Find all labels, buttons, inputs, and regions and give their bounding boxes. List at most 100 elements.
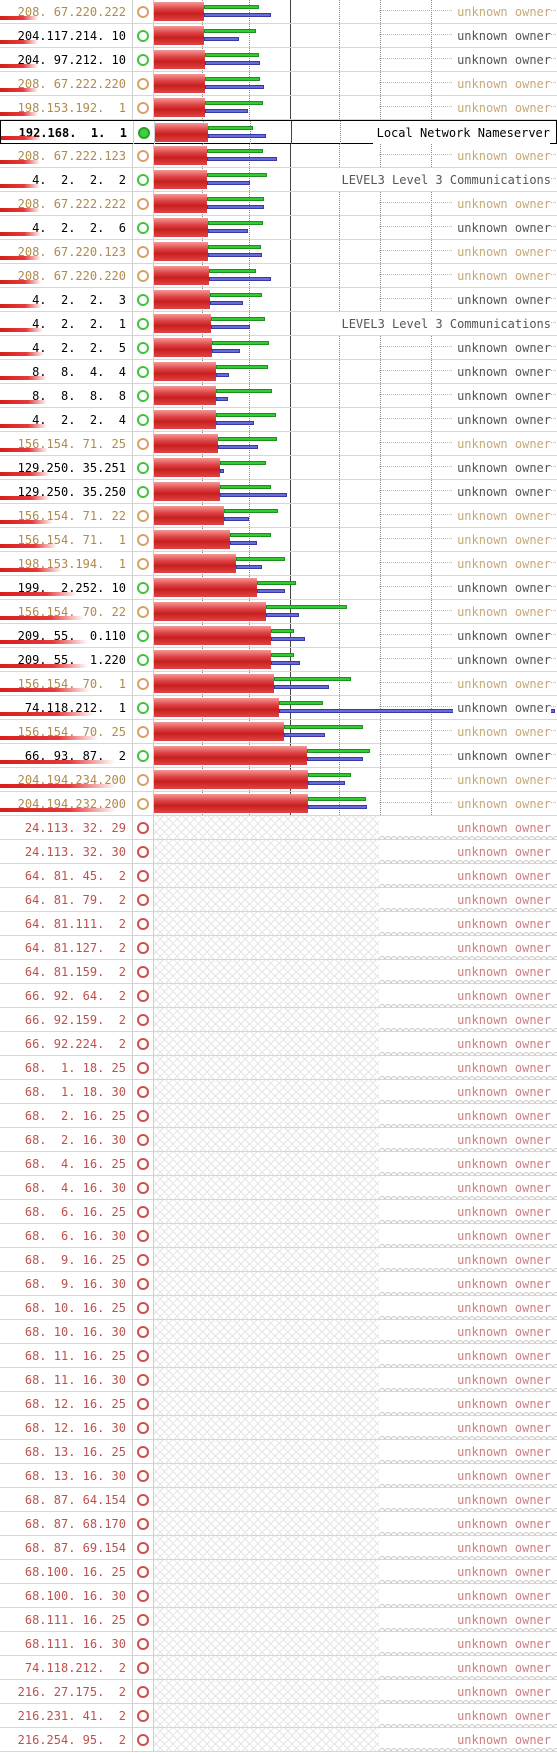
resolver-row[interactable]: 68. 10. 16. 30 unknown owner (0, 1320, 557, 1344)
resolver-row[interactable]: 68. 4. 16. 25 unknown owner (0, 1152, 557, 1176)
resolver-row[interactable]: 68. 9. 16. 25 unknown owner (0, 1248, 557, 1272)
resolver-row[interactable]: 156.154. 70. 1 unknown owner (0, 672, 557, 696)
resolver-row[interactable]: 4. 2. 2. 1 LEVEL3 Level 3 Communications (0, 312, 557, 336)
resolver-row[interactable]: 208. 67.222.123 unknown owner (0, 144, 557, 168)
resolver-row[interactable]: 24.113. 32. 29 unknown owner (0, 816, 557, 840)
resolver-row[interactable]: 208. 67.220.123 unknown owner (0, 240, 557, 264)
resolver-row[interactable]: 68. 4. 16. 30 unknown owner (0, 1176, 557, 1200)
resolver-row[interactable]: 68. 11. 16. 25 unknown owner (0, 1344, 557, 1368)
gridline (339, 24, 340, 47)
resolver-row[interactable]: 209. 55. 1.220 unknown owner (0, 648, 557, 672)
resolver-row[interactable]: 209. 55. 0.110 unknown owner (0, 624, 557, 648)
resolver-row[interactable]: 74.118.212. 2 unknown owner (0, 1656, 557, 1680)
resolver-row[interactable]: 68. 6. 16. 30 unknown owner (0, 1224, 557, 1248)
resolver-row[interactable]: 68. 12. 16. 25 unknown owner (0, 1392, 557, 1416)
resolver-owner: Local Network Nameserver (372, 121, 550, 144)
gridline (249, 456, 250, 479)
resolver-row[interactable]: 68. 87. 68.170 unknown owner (0, 1512, 557, 1536)
resolver-ip: 208. 67.222.222 (0, 192, 133, 215)
resolver-row[interactable]: 66. 92. 64. 2 unknown owner (0, 984, 557, 1008)
resolver-row[interactable]: 208. 67.222.222 unknown owner (0, 192, 557, 216)
resolver-ip: 216.231. 41. 2 (0, 1704, 133, 1727)
resolver-row[interactable]: 4. 2. 2. 2 LEVEL3 Level 3 Communications (0, 168, 557, 192)
resolver-row[interactable]: 4. 2. 2. 4 unknown owner (0, 408, 557, 432)
resolver-row[interactable]: 66. 92.159. 2 unknown owner (0, 1008, 557, 1032)
resolver-owner: unknown owner (453, 240, 551, 263)
resolver-row[interactable]: 198.153.194. 1 unknown owner (0, 552, 557, 576)
resolver-row[interactable]: 64. 81.159. 2 unknown owner (0, 960, 557, 984)
resolver-row[interactable]: 216.231. 41. 2 unknown owner (0, 1704, 557, 1728)
resolver-owner: unknown owner (453, 552, 551, 575)
resolver-row[interactable]: 66. 93. 87. 2 unknown owner (0, 744, 557, 768)
resolver-row[interactable]: 64. 81. 79. 2 unknown owner (0, 888, 557, 912)
resolver-row[interactable]: 156.154. 70. 22 unknown owner (0, 600, 557, 624)
cached-time-bar (154, 746, 307, 765)
gridline (380, 24, 381, 47)
resolver-row[interactable]: 68. 2. 16. 25 unknown owner (0, 1104, 557, 1128)
resolver-row[interactable]: 68.100. 16. 25 unknown owner (0, 1560, 557, 1584)
resolver-ip: 68. 6. 16. 25 (0, 1200, 133, 1223)
resolver-row[interactable]: 156.154. 71. 25 unknown owner (0, 432, 557, 456)
ip-speed-underline (0, 304, 42, 308)
status-failed-icon (137, 1542, 149, 1554)
dotcom-time-bar (216, 373, 229, 377)
resolver-row[interactable]: 208. 67.222.220 unknown owner (0, 72, 557, 96)
resolver-row[interactable]: 8. 8. 8. 8 unknown owner (0, 384, 557, 408)
resolver-row[interactable]: 68. 11. 16. 30 unknown owner (0, 1368, 557, 1392)
no-response-wave (379, 1697, 557, 1703)
resolver-row[interactable]: 156.154. 71. 22 unknown owner (0, 504, 557, 528)
resolver-row[interactable]: 66. 92.224. 2 unknown owner (0, 1032, 557, 1056)
resolver-row[interactable]: 68. 9. 16. 30 unknown owner (0, 1272, 557, 1296)
gridline (431, 432, 432, 455)
resolver-row[interactable]: 208. 67.220.220 unknown owner (0, 264, 557, 288)
resolver-row[interactable]: 199. 2.252. 10 unknown owner (0, 576, 557, 600)
gridline (339, 144, 340, 167)
gridline (380, 216, 381, 239)
no-response-hatch (154, 1560, 379, 1583)
resolver-row[interactable]: 198.153.192. 1 unknown owner (0, 96, 557, 120)
resolver-row[interactable]: 64. 81.127. 2 unknown owner (0, 936, 557, 960)
resolver-row[interactable]: 68. 1. 18. 30 unknown owner (0, 1080, 557, 1104)
resolver-row[interactable]: 68.111. 16. 25 unknown owner (0, 1608, 557, 1632)
no-response-wave (379, 1337, 557, 1343)
resolver-row[interactable]: 216.254. 95. 2 unknown owner (0, 1728, 557, 1752)
resolver-row[interactable]: 204.117.214. 10 unknown owner (0, 24, 557, 48)
resolver-row[interactable]: 24.113. 32. 30 unknown owner (0, 840, 557, 864)
resolver-row[interactable]: 129.250. 35.250 unknown owner (0, 480, 557, 504)
resolver-row[interactable]: 68. 12. 16. 30 unknown owner (0, 1416, 557, 1440)
resolver-row[interactable]: 68. 6. 16. 25 unknown owner (0, 1200, 557, 1224)
gridline (380, 576, 381, 599)
resolver-row[interactable]: 68.100. 16. 30 unknown owner (0, 1584, 557, 1608)
resolver-row[interactable]: 192.168. 1. 1 Local Network Nameserver (0, 120, 557, 144)
resolver-row[interactable]: 68. 87. 64.154 unknown owner (0, 1488, 557, 1512)
resolver-row[interactable]: 156.154. 70. 25 unknown owner (0, 720, 557, 744)
dotcom-time-bar (212, 349, 240, 353)
cached-time-bar (154, 218, 208, 237)
resolver-row[interactable]: 4. 2. 2. 3 unknown owner (0, 288, 557, 312)
response-time-plot (153, 1248, 557, 1271)
resolver-row[interactable]: 8. 8. 4. 4 unknown owner (0, 360, 557, 384)
response-time-plot (153, 1128, 557, 1151)
resolver-row[interactable]: 129.250. 35.251 unknown owner (0, 456, 557, 480)
resolver-row[interactable]: 68. 13. 16. 25 unknown owner (0, 1440, 557, 1464)
resolver-row[interactable]: 68. 2. 16. 30 unknown owner (0, 1128, 557, 1152)
resolver-row[interactable]: 68. 1. 18. 25 unknown owner (0, 1056, 557, 1080)
resolver-row[interactable]: 64. 81. 45. 2 unknown owner (0, 864, 557, 888)
resolver-row[interactable]: 64. 81.111. 2 unknown owner (0, 912, 557, 936)
resolver-row[interactable]: 68. 87. 69.154 unknown owner (0, 1536, 557, 1560)
gridline (431, 648, 432, 671)
resolver-row[interactable]: 204.194.234.200 unknown owner (0, 768, 557, 792)
resolver-row[interactable]: 68.111. 16. 30 unknown owner (0, 1632, 557, 1656)
resolver-row[interactable]: 68. 10. 16. 25 unknown owner (0, 1296, 557, 1320)
resolver-row[interactable]: 74.118.212. 1 unknown owner (0, 696, 557, 720)
resolver-row[interactable]: 4. 2. 2. 6 unknown owner (0, 216, 557, 240)
resolver-row[interactable]: 4. 2. 2. 5 unknown owner (0, 336, 557, 360)
resolver-row[interactable]: 204.194.232.200 unknown owner (0, 792, 557, 816)
status-failed-icon (137, 1134, 149, 1146)
resolver-row[interactable]: 68. 13. 16. 30 unknown owner (0, 1464, 557, 1488)
no-response-hatch (154, 1032, 379, 1055)
resolver-row[interactable]: 204. 97.212. 10 unknown owner (0, 48, 557, 72)
resolver-row[interactable]: 156.154. 71. 1 unknown owner (0, 528, 557, 552)
resolver-row[interactable]: 208. 67.220.222 unknown owner (0, 0, 557, 24)
resolver-row[interactable]: 216. 27.175. 2 unknown owner (0, 1680, 557, 1704)
